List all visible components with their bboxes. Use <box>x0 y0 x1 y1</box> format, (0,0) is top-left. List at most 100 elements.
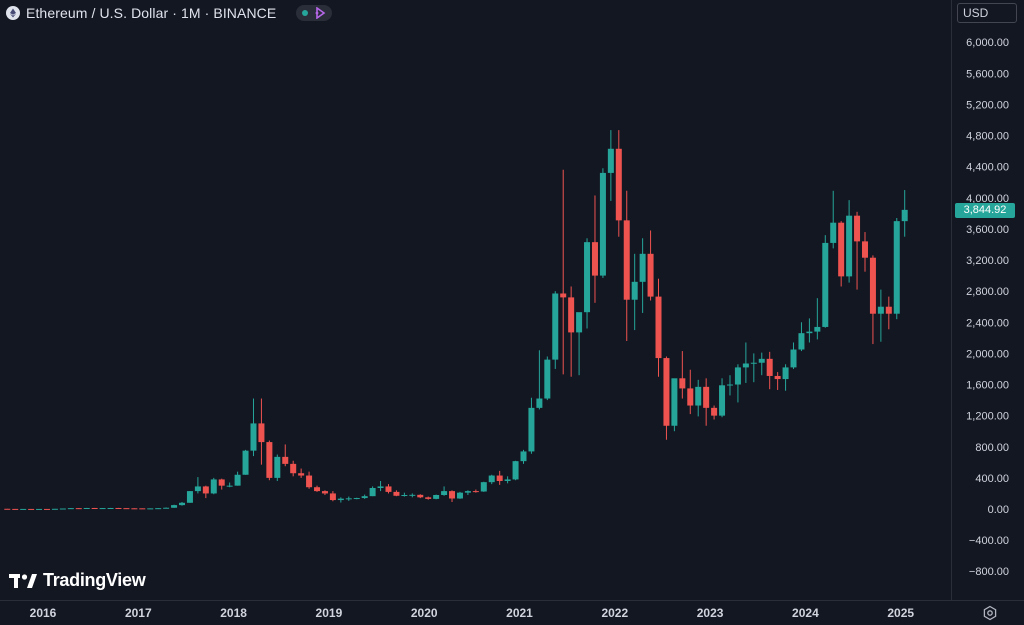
candle-body <box>171 505 178 508</box>
candle-body <box>266 442 273 478</box>
candle-body <box>274 456 281 478</box>
price-tick-label: 1,600.00 <box>966 380 1009 392</box>
price-axis[interactable]: −800.00 −400.00 0.00 400.00 800.00 1,200.00 1,… <box>966 37 1009 578</box>
time-tick-label: 2024 <box>792 606 819 620</box>
candle-body <box>536 398 543 408</box>
candle-body <box>568 297 575 333</box>
candle-body <box>758 358 765 363</box>
candle-body <box>385 486 392 492</box>
candle-body <box>218 479 225 486</box>
candle-body <box>91 507 98 509</box>
candle-body <box>830 222 837 243</box>
candle-body <box>449 491 456 499</box>
candle-body <box>861 241 868 258</box>
candle-body <box>719 385 726 416</box>
status-badge[interactable] <box>296 5 333 21</box>
price-tick-label: 3,200.00 <box>966 255 1009 267</box>
candle-body <box>544 359 551 399</box>
candle-body <box>639 253 646 282</box>
status-dot-icon <box>302 10 309 16</box>
currency-selector[interactable]: USD <box>957 3 1017 23</box>
tradingview-logo-icon <box>9 573 37 588</box>
candle-body <box>353 498 360 500</box>
candle-body <box>115 507 122 509</box>
candle-body <box>329 493 336 501</box>
candle-body <box>584 242 591 313</box>
candle-body <box>655 296 662 359</box>
time-axis[interactable]: 2016 2017 2018 2019 2020 2021 2022 2023 2024 2025 <box>30 606 915 620</box>
candle-body <box>774 375 781 380</box>
candle-body <box>44 508 50 510</box>
candle-body <box>163 507 170 509</box>
candle-body <box>671 378 678 426</box>
candle-wicks <box>6 130 906 509</box>
candle-body <box>59 508 66 510</box>
candle-body <box>425 497 432 499</box>
candle-body <box>147 508 154 510</box>
candle-body <box>885 306 892 314</box>
price-tick-label: 800.00 <box>975 442 1009 454</box>
candle-body <box>552 293 559 360</box>
candle-body <box>67 508 74 510</box>
price-tick-label: 4,800.00 <box>966 131 1009 143</box>
candle-body <box>306 475 313 488</box>
candle-body <box>814 326 821 332</box>
candle-body <box>750 362 757 364</box>
candle-body <box>28 508 35 510</box>
candle-body <box>226 485 233 487</box>
time-tick-label: 2022 <box>601 606 628 620</box>
candle-body <box>703 386 710 408</box>
symbol-title: Ethereum / U.S. Dollar · 1M · BINANCE <box>26 5 277 21</box>
candle-body <box>854 215 861 242</box>
candle-body <box>258 423 265 443</box>
candle-body <box>377 486 384 488</box>
candle-body <box>647 253 654 297</box>
chart-header: Ethereum / U.S. Dollar · 1M · BINANCE <box>6 3 333 23</box>
candle-body <box>480 482 487 492</box>
candle-body <box>576 312 583 333</box>
candle-body <box>512 461 519 480</box>
price-tick-label: −400.00 <box>969 535 1009 547</box>
candle-body <box>695 386 702 406</box>
price-tick-label: 5,600.00 <box>966 68 1009 80</box>
candle-body <box>528 407 535 452</box>
candle-body <box>345 498 352 500</box>
candle-body <box>12 508 19 510</box>
price-tick-label: 1,200.00 <box>966 411 1009 423</box>
price-tick-label: 0.00 <box>988 504 1009 516</box>
settings-icon[interactable] <box>980 603 1000 623</box>
candle-body <box>417 494 424 498</box>
candle-body <box>591 242 598 276</box>
candle-body <box>838 222 845 277</box>
candle-body <box>607 148 614 173</box>
candle-body <box>234 474 241 486</box>
candle-body <box>75 508 82 510</box>
candle-body <box>663 358 670 426</box>
candle-body <box>726 384 733 386</box>
candle-body <box>194 486 201 492</box>
candle-body <box>20 508 27 510</box>
candle-body <box>337 498 344 501</box>
candle-body <box>139 508 146 510</box>
time-tick-label: 2025 <box>887 606 914 620</box>
candle-body <box>131 508 138 510</box>
candle-body <box>99 508 106 510</box>
candle-body <box>179 502 186 506</box>
price-tick-label: 400.00 <box>975 473 1009 485</box>
candle-body <box>798 333 805 350</box>
candle-body <box>456 492 463 499</box>
candle-body <box>734 367 741 385</box>
candle-body <box>504 479 511 481</box>
price-tick-label: 2,800.00 <box>966 286 1009 298</box>
candle-body <box>298 473 305 476</box>
last-price-label: 3,844.92 <box>955 203 1015 218</box>
time-tick-label: 2020 <box>411 606 438 620</box>
candle-body <box>877 306 884 314</box>
candle-body <box>846 215 853 277</box>
tradingview-logo[interactable]: TradingView <box>9 570 146 591</box>
candle-body <box>401 494 408 496</box>
candle-body <box>560 293 567 298</box>
candle-body <box>782 367 789 380</box>
candle-body <box>314 487 321 492</box>
